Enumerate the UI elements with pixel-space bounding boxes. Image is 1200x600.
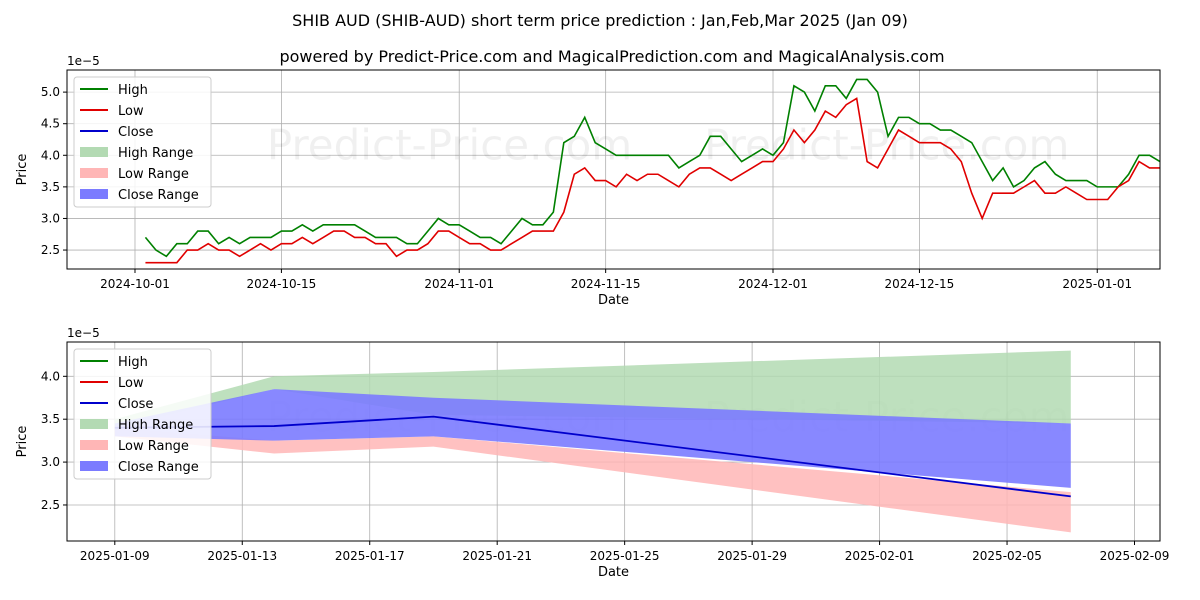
chart-subtitle: powered by Predict-Price.com and Magical… (279, 47, 944, 66)
legend-swatch-close-range (80, 189, 108, 199)
axis-exponent-label: 1e−5 (67, 54, 100, 68)
high-line (144, 78, 1160, 258)
grid-lines (67, 70, 1160, 269)
legend-label-low: Low (118, 104, 144, 119)
y-axis: 2.5 3.0 3.5 4.0 4.5 5.0 (41, 85, 67, 257)
y-axis-title: Price (15, 426, 30, 458)
x-tick-label: 2025-01-25 (590, 549, 660, 563)
axis-exponent-label: 1e−5 (67, 326, 100, 340)
x-tick-label: 2024-12-01 (738, 277, 808, 291)
legend-swatch-close-range (80, 461, 108, 471)
legend-label-low-range: Low Range (118, 439, 189, 454)
legend-box (73, 76, 212, 208)
legend-label-high: High (118, 355, 148, 370)
y-tick-label: 4.5 (41, 117, 60, 131)
legend-swatch-high-range (80, 419, 108, 429)
x-axis: 2024-10-01 2024-10-15 2024-11-01 2024-11-15… (100, 269, 1132, 291)
legend-label-high-range: High Range (118, 418, 193, 433)
y-axis: 2.5 3.0 3.5 4.0 (41, 369, 67, 512)
close-line (1191, 185, 1200, 244)
x-tick-label: 2025-01-17 (335, 549, 405, 563)
high-range-band (1191, 136, 1200, 193)
x-tick-label: 2025-02-09 (1100, 549, 1170, 563)
axes-frame (66, 69, 1161, 270)
legend-label-high-range: High Range (118, 146, 193, 161)
legend: High Low Close High Range Low Range Close Ran… (73, 348, 212, 480)
x-tick-label: 2024-10-15 (247, 277, 317, 291)
y-tick-label: 4.0 (41, 148, 60, 162)
legend-label-close-range: Close Range (118, 188, 199, 203)
y-tick-label: 5.0 (41, 85, 60, 99)
x-tick-label: 2025-02-05 (972, 549, 1042, 563)
axes-frame (66, 341, 1161, 542)
plot-area (144, 78, 1200, 270)
watermark-text: Predict-Price.com (485, 542, 850, 591)
x-tick-label: 2024-12-15 (885, 277, 955, 291)
legend-swatch-high-range (80, 147, 108, 157)
bottom-chart-panel: Predict-Price.comPredict-Price.comPredic… (15, 326, 1169, 591)
y-tick-label: 2.5 (41, 243, 60, 257)
close-range-band (114, 389, 1071, 488)
legend-label-high: High (118, 83, 148, 98)
legend: High Low Close High Range Low Range Close Ran… (73, 76, 212, 208)
high-range-band (114, 350, 1071, 428)
low-range-band (1191, 193, 1200, 270)
x-tick-label: 2025-01-13 (207, 549, 277, 563)
y-tick-label: 3.5 (41, 180, 60, 194)
x-axis-title: Date (598, 565, 629, 580)
x-tick-label: 2024-10-01 (100, 277, 170, 291)
x-tick-label: 2024-11-15 (571, 277, 641, 291)
legend-swatch-low-range (80, 440, 108, 450)
close-range-band (1191, 165, 1200, 238)
legend-label-close: Close (118, 397, 153, 412)
y-tick-label: 3.0 (41, 455, 60, 469)
x-tick-label: 2024-11-01 (424, 277, 494, 291)
y-tick-label: 3.0 (41, 211, 60, 225)
x-axis-title: Date (598, 293, 629, 308)
y-tick-label: 3.5 (41, 412, 60, 426)
x-tick-label: 2025-01-29 (717, 549, 787, 563)
legend-label-close: Close (118, 125, 153, 140)
x-tick-label: 2025-01-01 (1062, 277, 1132, 291)
x-tick-label: 2025-02-01 (845, 549, 915, 563)
y-tick-label: 2.5 (41, 498, 60, 512)
chart-title: SHIB AUD (SHIB-AUD) short term price pre… (292, 11, 908, 30)
legend-label-close-range: Close Range (118, 460, 199, 475)
legend-swatch-low-range (80, 168, 108, 178)
watermark-text: Predict-Price.com (267, 121, 632, 170)
x-tick-label: 2025-01-09 (80, 549, 150, 563)
legend-label-low-range: Low Range (118, 167, 189, 182)
legend-label-low: Low (118, 376, 144, 391)
legend-box (73, 348, 212, 480)
top-chart-panel: Predict-Price.com Predict-Price.comPredic… (15, 54, 1200, 308)
y-axis-title: Price (15, 154, 30, 186)
x-tick-label: 2025-01-21 (462, 549, 532, 563)
low-line (145, 97, 1160, 264)
y-tick-label: 4.0 (41, 369, 60, 383)
x-axis: 2025-01-09 2025-01-13 2025-01-17 2025-01-21… (80, 541, 1169, 563)
